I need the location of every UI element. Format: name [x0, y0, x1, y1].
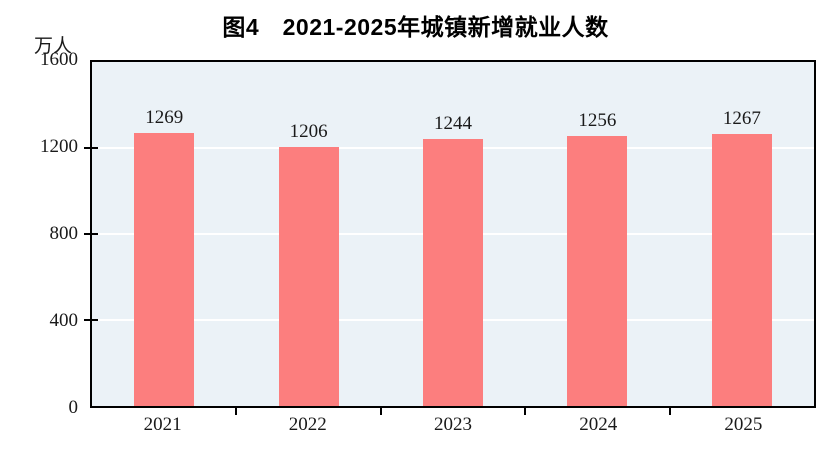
- bars-container: 1269 1206 1244 1256 1267: [92, 62, 814, 406]
- y-tick-label-400: 400: [49, 310, 79, 331]
- bar-2021: [134, 133, 195, 406]
- y-axis-unit-label: 万人: [34, 36, 73, 57]
- bar-group-2021: 1269: [92, 62, 236, 406]
- x-tick-label-2023: 2023: [434, 414, 472, 435]
- bar-value-label-2024: 1256: [578, 109, 617, 131]
- bar-2023: [423, 138, 484, 406]
- y-tickmark-1200: [84, 147, 98, 149]
- x-axis-tick-labels: 2021 2022 2023 2024 2025: [90, 414, 816, 436]
- bar-group-2024: 1256: [525, 62, 669, 406]
- bar-value-label-2023: 1244: [434, 112, 473, 134]
- bar-2024: [567, 135, 628, 406]
- bar-2022: [278, 146, 339, 406]
- x-tick-label-2021: 2021: [143, 414, 182, 435]
- x-tick-label-2024: 2024: [579, 414, 618, 435]
- bar-group-2023: 1244: [381, 62, 525, 406]
- bar-2025: [711, 133, 772, 406]
- y-tickmark-800: [84, 233, 98, 235]
- x-tick-label-2025: 2025: [724, 414, 763, 435]
- bar-group-2022: 1206: [236, 62, 380, 406]
- y-tick-label-800: 800: [49, 223, 79, 244]
- y-tickmark-400: [84, 319, 98, 321]
- y-tick-label-1200: 1200: [40, 136, 78, 157]
- chart-title: 图4 2021-2025年城镇新增就业人数: [222, 14, 609, 40]
- y-axis-tick-labels: 1600 1200 800 400 0: [0, 49, 79, 418]
- bar-value-label-2025: 1267: [722, 107, 761, 129]
- x-tickmark-4: [668, 408, 671, 415]
- bar-value-label-2022: 1206: [289, 120, 328, 142]
- bar-group-2025: 1267: [670, 62, 814, 406]
- x-tickmark-1: [235, 408, 238, 415]
- plot-area: 1269 1206 1244 1256 1267: [84, 60, 816, 415]
- x-tickmark-3: [524, 408, 527, 415]
- y-tick-label-0: 0: [68, 397, 79, 418]
- x-tick-label-2022: 2022: [288, 414, 327, 435]
- x-tickmark-2: [379, 408, 382, 415]
- y-tick-label-1600: 1600: [40, 49, 78, 70]
- bar-value-label-2021: 1269: [145, 107, 184, 129]
